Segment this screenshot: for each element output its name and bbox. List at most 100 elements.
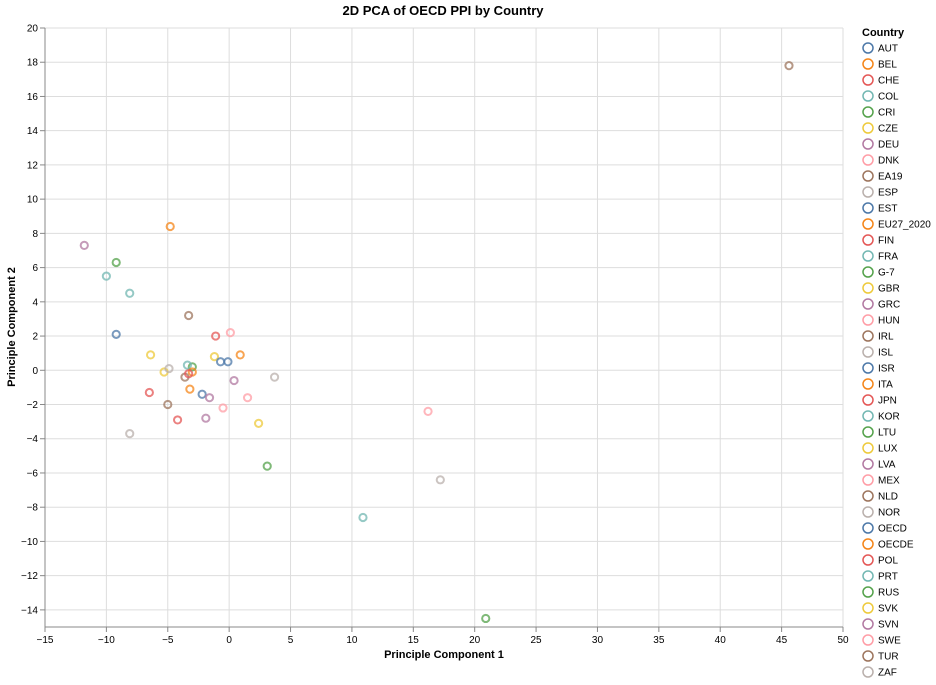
legend-symbol-prt [862, 570, 874, 582]
legend-label-oecd: OECD [878, 524, 907, 535]
legend-symbol-ltu [862, 426, 874, 438]
legend-symbol-cze [862, 122, 874, 134]
y-tick-label: 10 [27, 195, 39, 206]
y-tick-label: 18 [27, 58, 39, 69]
legend-symbol-svn [862, 618, 874, 630]
legend-label-ita: ITA [878, 380, 893, 391]
legend-label-cri: CRI [878, 108, 895, 119]
legend-label-hun: HUN [878, 316, 900, 327]
legend-label-fra: FRA [878, 252, 898, 263]
legend-symbol-oecde [862, 538, 874, 550]
x-tick-label: 30 [592, 635, 604, 646]
legend-symbol-hun [862, 314, 874, 326]
y-tick-label: 12 [27, 160, 39, 171]
data-point-isr: ISR [215, 357, 226, 367]
legend-symbol-isl [862, 346, 874, 358]
y-tick-label: −12 [21, 571, 38, 582]
data-point-cri: CRI [187, 362, 197, 372]
legend-label-irl: IRL [878, 332, 894, 343]
legend: Country AUT BEL CHE COL CRI CZE DEU DNK EA19 ESP E… [862, 27, 931, 679]
legend-label-rus: RUS [878, 588, 899, 599]
y-tick-label: −2 [27, 400, 39, 411]
data-point-col: COL [101, 271, 111, 281]
legend-label-fin: FIN [878, 236, 894, 247]
legend-label-oecde: OECDE [878, 540, 914, 551]
legend-symbol-nld [862, 490, 874, 502]
data-point-aut: AUT [197, 389, 207, 399]
x-tick-label: 35 [653, 635, 665, 646]
legend-label-bel: BEL [878, 60, 897, 71]
y-tick-label: 20 [27, 24, 39, 35]
data-point-ltu: LTU [262, 461, 272, 471]
data-point-prt: PRT [358, 512, 368, 523]
y-axis-title: Principle Component 2 [6, 267, 18, 387]
legend-symbol-mex [862, 474, 874, 486]
legend-symbol-kor [862, 410, 874, 422]
legend-label-pol: POL [878, 556, 898, 567]
x-tick-label: 5 [288, 635, 294, 646]
grid [44, 27, 844, 627]
legend-label-isl: ISL [878, 348, 893, 359]
legend-symbol-deu [862, 138, 874, 150]
legend-label-ltu: LTU [878, 428, 896, 439]
x-tick-label: −10 [98, 635, 115, 646]
data-point-irl: IRL [184, 310, 194, 321]
legend-symbol-ita [862, 378, 874, 390]
legend-label-che: CHE [878, 76, 899, 87]
legend-symbol-est [862, 202, 874, 214]
legend-symbol-esp [862, 186, 874, 198]
legend-symbol-zaf [862, 666, 874, 678]
legend-symbol-lux [862, 442, 874, 454]
legend-symbol-col [862, 90, 874, 102]
data-point-dnk: DNK [218, 403, 228, 413]
y-tick-label: −4 [27, 434, 39, 445]
legend-label-dnk: DNK [878, 156, 899, 167]
x-tick-label: −15 [37, 635, 54, 646]
x-tick-label: 0 [226, 635, 232, 646]
data-point-fra: FRA [125, 288, 135, 298]
y-tick-label: 6 [32, 263, 38, 274]
legend-label-col: COL [878, 92, 899, 103]
legend-label-jpn: JPN [878, 396, 897, 407]
data-point-pol: POL [184, 369, 194, 379]
legend-symbol-oecd [862, 522, 874, 534]
legend-label-nld: NLD [878, 492, 898, 503]
legend-symbol-pol [862, 554, 874, 566]
x-tick-label: 20 [469, 635, 481, 646]
data-point-tur: TUR [784, 61, 794, 71]
data-point-che: CHE [144, 387, 154, 398]
data-point-deu: DEU [229, 375, 239, 386]
data-point-jpn: JPN [172, 415, 183, 425]
data-point-swe: SWE [242, 393, 253, 403]
data-point-g-7: G-7 [111, 257, 121, 268]
legend-symbol-aut [862, 42, 874, 54]
data-point-isl: ISL [269, 372, 280, 382]
legend-label-aut: AUT [878, 44, 898, 55]
legend-symbol-eu27-2020 [862, 218, 874, 230]
data-point-lux: LUX [254, 418, 264, 428]
legend-symbol-cri [862, 106, 874, 118]
legend-symbol-isr [862, 362, 874, 374]
legend-label-esp: ESP [878, 188, 898, 199]
legend-symbol-fin [862, 234, 874, 246]
y-tick-label: 16 [27, 92, 39, 103]
legend-symbol-dnk [862, 154, 874, 166]
data-point-eu27-2020: EU27_2020 [165, 221, 175, 232]
legend-label-nor: NOR [878, 508, 900, 519]
x-tick-label: 45 [776, 635, 788, 646]
y-tick-label: 2 [32, 332, 38, 343]
chart-title: 2D PCA of OECD PPI by Country [342, 3, 544, 18]
data-point-nor: NOR [435, 475, 445, 485]
x-tick-label: 15 [408, 635, 420, 646]
x-tick-label: 25 [531, 635, 543, 646]
x-tick-label: 40 [715, 635, 727, 646]
y-tick-label: −6 [27, 468, 39, 479]
legend-label-prt: PRT [878, 572, 898, 583]
legend-label-cze: CZE [878, 124, 898, 135]
legend-symbol-irl [862, 330, 874, 342]
legend-title: Country [862, 27, 905, 39]
legend-symbol-lva [862, 458, 874, 470]
legend-label-g-7: G-7 [878, 268, 895, 279]
legend-symbol-che [862, 74, 874, 86]
y-tick-label: 14 [27, 126, 39, 137]
